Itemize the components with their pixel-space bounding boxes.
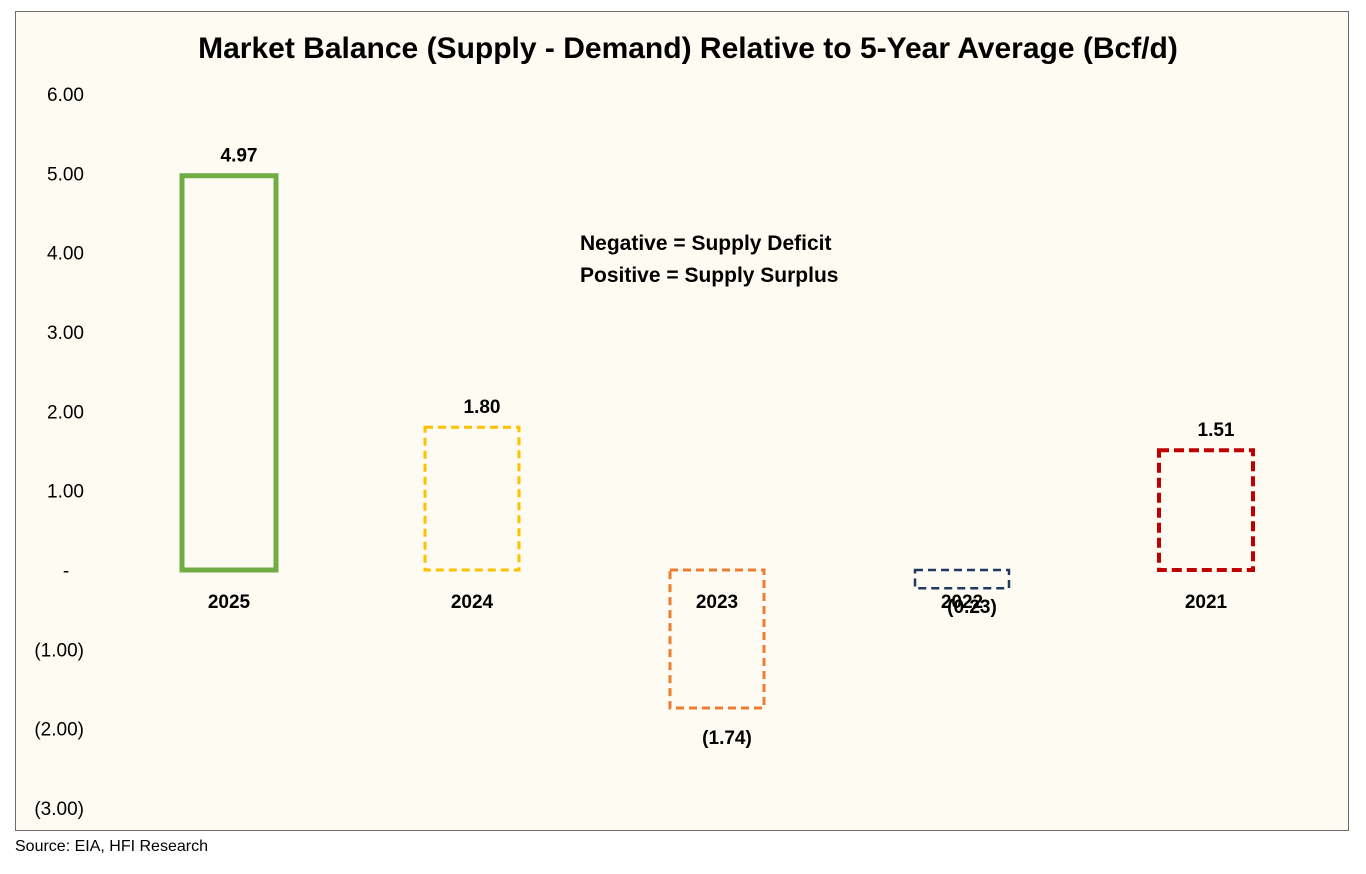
y-tick-label: 6.00 (47, 85, 84, 106)
bar-2023 (668, 568, 766, 710)
data-label: 1.80 (464, 397, 501, 418)
annotation-line-2: Positive = Supply Surplus (580, 264, 838, 287)
y-tick-label: 5.00 (47, 164, 84, 185)
category-labels: 2025 2024 2023 2022 2021 (208, 592, 1228, 613)
data-label: (0.23) (947, 597, 997, 618)
y-axis: 6.00 5.00 4.00 3.00 2.00 1.00 - (1.00) (2.00) (3.… (34, 85, 84, 820)
category-label: 2022 (941, 592, 983, 613)
data-label: 4.97 (221, 146, 258, 167)
y-tick-label: (2.00) (34, 720, 84, 741)
bar-2025 (179, 173, 279, 573)
bar-2024 (423, 425, 521, 572)
bar-2022 (913, 568, 1011, 590)
data-labels: 4.97 1.80 (1.74) (0.23) 1.51 (221, 146, 1235, 749)
category-label: 2024 (451, 592, 494, 613)
chart-title: Market Balance (Supply - Demand) Relativ… (198, 32, 1178, 65)
annotation-line-1: Negative = Supply Deficit (580, 232, 832, 255)
y-tick-label: - (63, 561, 69, 582)
chart-svg: Market Balance (Supply - Demand) Relativ… (34, 32, 1255, 820)
y-tick-label: 3.00 (47, 323, 84, 344)
data-label: (1.74) (702, 728, 752, 749)
y-tick-label: 2.00 (47, 402, 84, 423)
category-label: 2025 (208, 592, 251, 613)
chart-area: Market Balance (Supply - Demand) Relativ… (15, 11, 1349, 831)
bars (179, 173, 1255, 710)
y-tick-label: (3.00) (34, 799, 84, 820)
y-tick-label: 1.00 (47, 482, 84, 503)
category-label: 2021 (1185, 592, 1228, 613)
bar-2021 (1157, 448, 1255, 572)
source-note: Source: EIA, HFI Research (15, 838, 208, 855)
data-label: 1.51 (1198, 420, 1235, 441)
y-tick-label: 4.00 (47, 244, 84, 265)
y-tick-label: (1.00) (34, 640, 84, 661)
category-label: 2023 (696, 592, 738, 613)
